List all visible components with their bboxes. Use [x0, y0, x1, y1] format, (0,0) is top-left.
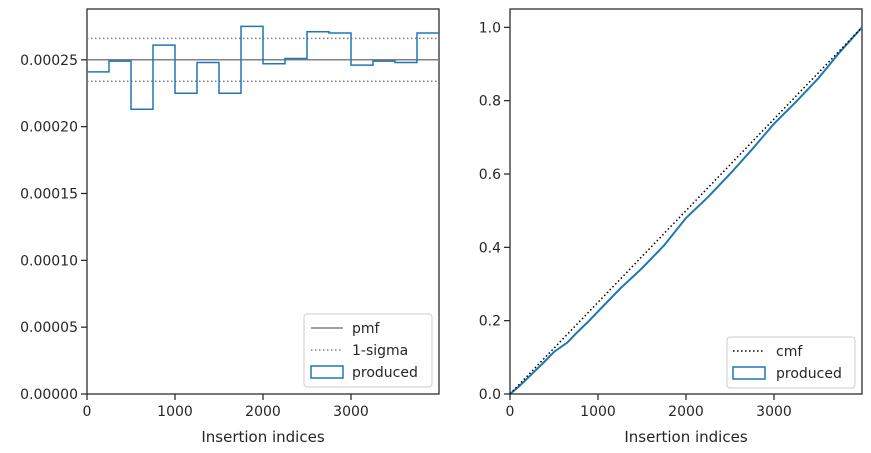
legend-swatch-produced: [310, 365, 344, 379]
right-legend-box: [726, 336, 856, 389]
left-x-ticks: 0 1000 2000 3000: [83, 394, 369, 420]
right-x-axis-label: Insertion indices: [624, 428, 747, 446]
left-y-tick-label: 0.00020: [20, 120, 78, 136]
right-x-tick-label: 1000: [580, 404, 616, 420]
left-x-tick-label: 1000: [157, 404, 193, 420]
cmf-line: [509, 26, 863, 395]
right-y-tick-label: 0.4: [479, 240, 501, 256]
legend-label-1-sigma: 1-sigma: [352, 343, 408, 359]
produced-cdf-line: [509, 26, 863, 395]
right-y-tick-label: 0.8: [479, 94, 501, 110]
left-x-tick-label: 0: [83, 404, 92, 420]
right-x-tick-label: 3000: [756, 404, 792, 420]
legend-label-produced: produced: [352, 365, 418, 381]
right-series-layer: [509, 26, 863, 395]
left-x-axis-label: Insertion indices: [201, 428, 324, 446]
left-series-layer: [87, 25, 439, 111]
left-y-ticks: 0.00000 0.00005 0.00010 0.00015 0.00020 0.000…: [20, 53, 87, 403]
left-y-tick-label: 0.00005: [20, 320, 78, 336]
legend-label-produced-cdf: produced: [776, 366, 842, 382]
right-x-ticks: 0 1000 2000 3000: [506, 394, 792, 420]
left-y-tick-label: 0.00010: [20, 253, 78, 269]
left-x-tick-label: 2000: [245, 404, 281, 420]
right-legend: cmf produced: [726, 336, 856, 389]
right-y-tick-label: 0.0: [479, 387, 501, 403]
right-x-tick-label: 2000: [668, 404, 704, 420]
left-x-tick-label: 3000: [333, 404, 369, 420]
left-y-tick-label: 0.00015: [20, 186, 78, 202]
right-y-ticks: 0.0 0.2 0.4 0.6 0.8 1.0: [479, 20, 510, 403]
left-legend: pmf 1-sigma produced: [303, 313, 433, 388]
right-y-tick-label: 0.2: [479, 314, 501, 330]
legend-swatch-produced-cdf: [732, 366, 766, 380]
right-y-tick-label: 1.0: [479, 20, 501, 36]
produced-histogram-step: [87, 25, 439, 111]
left-y-tick-label: 0.00000: [20, 387, 78, 403]
left-chart: 0 1000 2000 3000 0.000000.000050.000100.000…: [20, 8, 440, 446]
left-legend-box: [303, 313, 433, 388]
legend-label-cmf: cmf: [776, 344, 803, 360]
left-y-tick-label: 0.00025: [20, 53, 78, 69]
right-chart: 0 1000 2000 3000 0.0 0.2 0.4 0.6 0.8 1.0 Inserti…: [479, 8, 863, 446]
right-y-tick-label: 0.6: [479, 167, 501, 183]
legend-label-pmf: pmf: [352, 321, 381, 337]
right-x-tick-label: 0: [506, 404, 515, 420]
